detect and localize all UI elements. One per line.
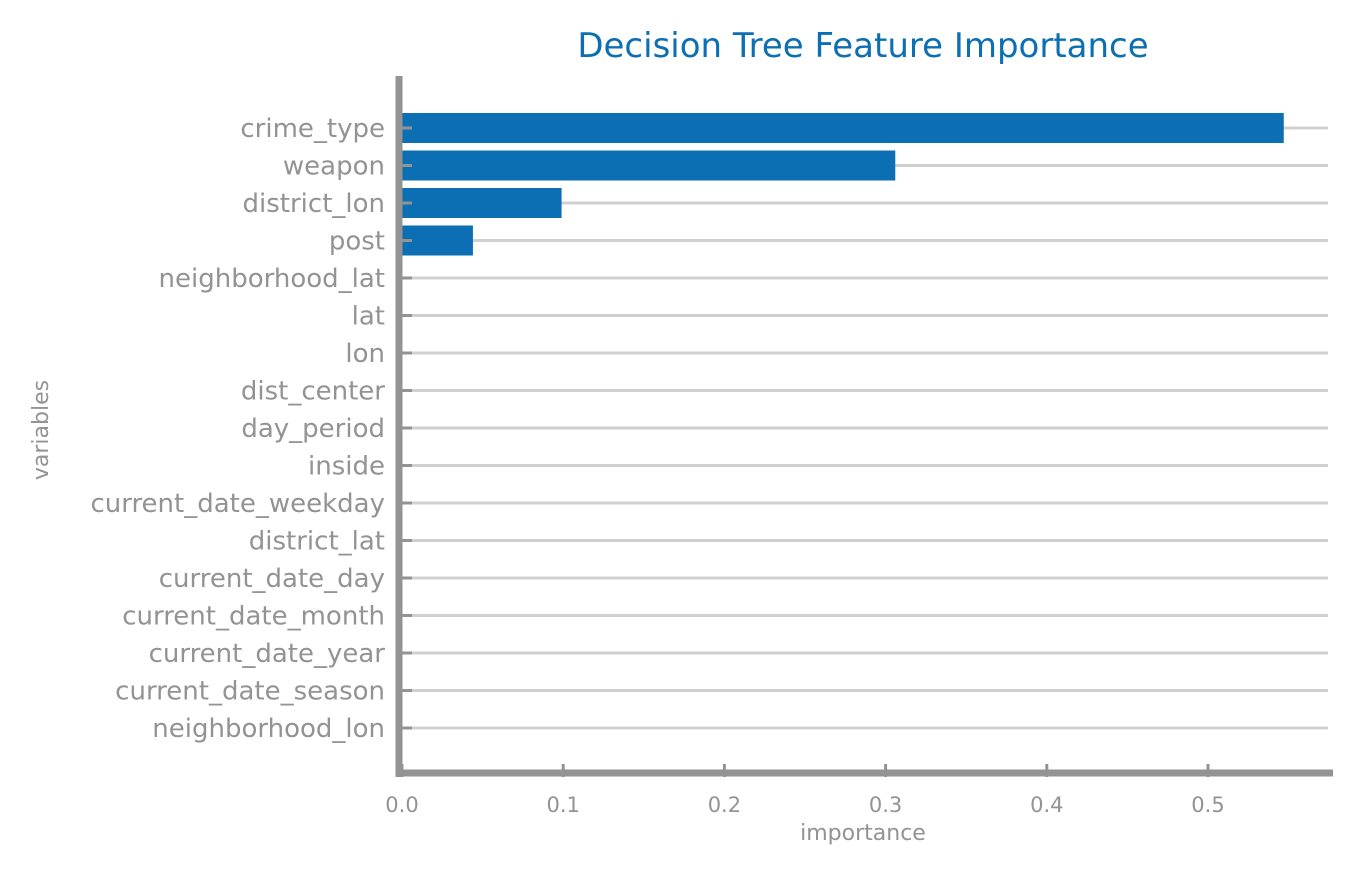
y-tick-label: neighborhood_lon	[152, 714, 385, 744]
bar-post	[402, 225, 473, 256]
y-tick-label: district_lat	[249, 527, 385, 557]
y-tick-label: day_period	[241, 414, 385, 444]
y-axis-label: variables	[29, 380, 54, 480]
x-tick-labels: 0.0 0.1 0.2 0.3 0.4 0.5	[385, 793, 1224, 817]
bar-district-lon	[402, 188, 562, 218]
x-axis-label: importance	[800, 821, 926, 846]
y-tick-label: district_lon	[243, 189, 385, 219]
y-tick-label: crime_type	[240, 114, 385, 144]
y-tick-label: dist_center	[241, 377, 385, 407]
x-tick-label: 0.4	[1030, 793, 1063, 817]
y-tick-label: current_date_weekday	[90, 489, 385, 519]
y-tick-marks	[402, 126, 412, 730]
bars	[402, 113, 1284, 256]
y-tick-label: current_date_day	[159, 564, 385, 594]
x-tick-label: 0.3	[869, 793, 902, 817]
y-tick-label: post	[329, 227, 385, 257]
x-tick-label: 0.5	[1191, 793, 1224, 817]
grid-lines	[402, 126, 1328, 730]
x-tick-label: 0.1	[546, 793, 579, 817]
y-tick-label: inside	[308, 452, 385, 482]
y-tick-label: current_date_month	[122, 602, 385, 632]
y-tick-label: lat	[352, 302, 385, 332]
y-tick-label: current_date_season	[115, 677, 385, 707]
x-tick-label: 0.2	[708, 793, 741, 817]
x-tick-label: 0.0	[385, 793, 418, 817]
y-tick-label: weapon	[283, 152, 385, 182]
y-tick-label: neighborhood_lat	[159, 264, 385, 294]
bar-crime-type	[402, 113, 1284, 143]
y-tick-label: current_date_year	[149, 639, 386, 669]
bar-weapon	[402, 150, 896, 181]
y-tick-label: lon	[345, 339, 385, 369]
chart-title: Decision Tree Feature Importance	[577, 26, 1148, 66]
